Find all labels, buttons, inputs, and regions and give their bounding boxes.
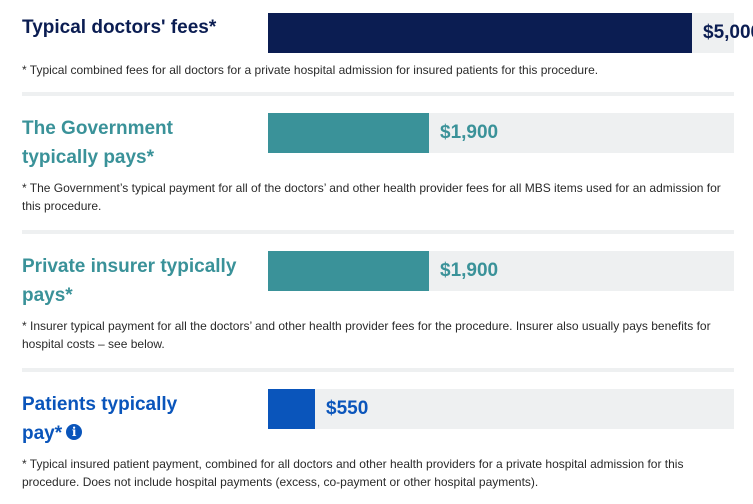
note-patients-pay: * Typical insured patient payment, combi… xyxy=(22,457,684,489)
info-icon[interactable]: i xyxy=(66,424,83,440)
label-insurer-pays: Private insurer typically pays* xyxy=(22,256,237,306)
value-insurer-pays: $1,900 xyxy=(440,260,499,281)
note-doctors-fees: * Typical combined fees for all doctors … xyxy=(22,63,599,77)
divider xyxy=(22,92,734,96)
bar-track-insurer-pays: $1,900 xyxy=(268,251,734,291)
bar-track-government-pays: $1,900 xyxy=(268,113,734,153)
bar-track-patients-pay: $550 xyxy=(268,389,734,429)
divider xyxy=(22,368,734,372)
bar-insurer-pays xyxy=(268,251,429,291)
bar-doctors-fees xyxy=(268,13,692,53)
value-patients-pay: $550 xyxy=(326,398,369,419)
bar-patients-pay xyxy=(268,389,315,429)
label-doctors-fees: Typical doctors' fees* xyxy=(22,17,217,38)
note-insurer-pays: * Insurer typical payment for all the do… xyxy=(22,319,711,351)
label-patients-pay-text: Patients typically pay* xyxy=(22,394,178,444)
bar-government-pays xyxy=(268,113,429,153)
value-government-pays: $1,900 xyxy=(440,122,499,143)
bar-track-doctors-fees: $5,000 xyxy=(268,13,753,53)
note-government-pays: * The Government’s typical payment for a… xyxy=(22,181,721,213)
divider xyxy=(22,230,734,234)
value-doctors-fees: $5,000 xyxy=(703,22,753,43)
label-patients-pay: Patients typically pay* i xyxy=(22,390,202,448)
label-government-pays: The Government typically pays* xyxy=(22,118,173,168)
